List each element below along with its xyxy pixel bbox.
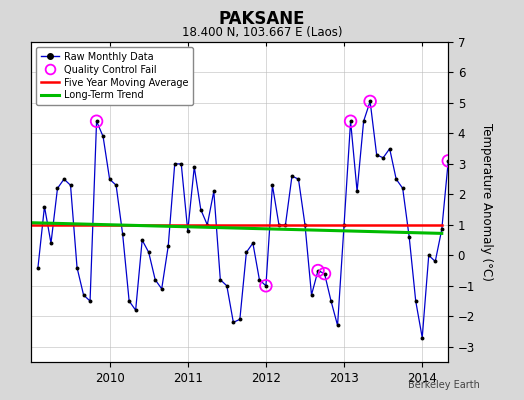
Point [47, 240, 55, 246]
Point [444, 158, 452, 164]
Point [53, 185, 62, 192]
Point [92, 118, 101, 124]
Point [145, 249, 153, 256]
Point [411, 298, 420, 304]
Point [418, 334, 427, 341]
Point [431, 258, 440, 265]
Point [438, 226, 446, 233]
Point [138, 237, 146, 243]
Point [86, 298, 94, 304]
Point [261, 283, 270, 289]
Point [203, 222, 212, 228]
Point [366, 98, 374, 105]
Point [118, 231, 127, 237]
Point [268, 182, 277, 188]
Point [158, 286, 166, 292]
Point [105, 176, 114, 182]
Point [229, 319, 237, 326]
Point [236, 316, 244, 322]
Point [60, 176, 68, 182]
Point [314, 267, 322, 274]
Point [333, 322, 342, 329]
Point [164, 243, 172, 249]
Point [424, 252, 433, 258]
Point [67, 182, 75, 188]
Point [359, 118, 368, 124]
Point [314, 267, 322, 274]
Point [281, 222, 290, 228]
Point [99, 133, 107, 140]
Point [392, 176, 400, 182]
Point [346, 118, 355, 124]
Point [242, 249, 250, 256]
Text: PAKSANE: PAKSANE [219, 10, 305, 28]
Point [40, 203, 49, 210]
Point [353, 188, 361, 194]
Point [177, 161, 185, 167]
Point [294, 176, 303, 182]
Point [92, 118, 101, 124]
Point [366, 98, 374, 105]
Point [320, 270, 329, 277]
Point [307, 292, 315, 298]
Point [125, 298, 133, 304]
Point [132, 307, 140, 313]
Point [249, 240, 257, 246]
Point [398, 185, 407, 192]
Point [190, 164, 199, 170]
Point [301, 222, 309, 228]
Text: Berkeley Earth: Berkeley Earth [408, 380, 479, 390]
Text: 18.400 N, 103.667 E (Laos): 18.400 N, 103.667 E (Laos) [182, 26, 342, 39]
Point [255, 276, 264, 283]
Point [327, 298, 335, 304]
Point [405, 234, 413, 240]
Y-axis label: Temperature Anomaly (°C): Temperature Anomaly (°C) [480, 123, 493, 281]
Point [79, 292, 88, 298]
Point [210, 188, 218, 194]
Legend: Raw Monthly Data, Quality Control Fail, Five Year Moving Average, Long-Term Tren: Raw Monthly Data, Quality Control Fail, … [36, 47, 193, 105]
Point [288, 173, 296, 179]
Point [346, 118, 355, 124]
Point [444, 158, 452, 164]
Point [275, 222, 283, 228]
Point [196, 206, 205, 213]
Point [340, 222, 348, 228]
Point [379, 155, 387, 161]
Point [73, 264, 81, 271]
Point [320, 270, 329, 277]
Point [112, 182, 121, 188]
Point [170, 161, 179, 167]
Point [151, 276, 159, 283]
Point [183, 228, 192, 234]
Point [261, 283, 270, 289]
Point [34, 264, 42, 271]
Point [216, 276, 224, 283]
Point [386, 146, 394, 152]
Point [373, 152, 381, 158]
Point [223, 283, 231, 289]
